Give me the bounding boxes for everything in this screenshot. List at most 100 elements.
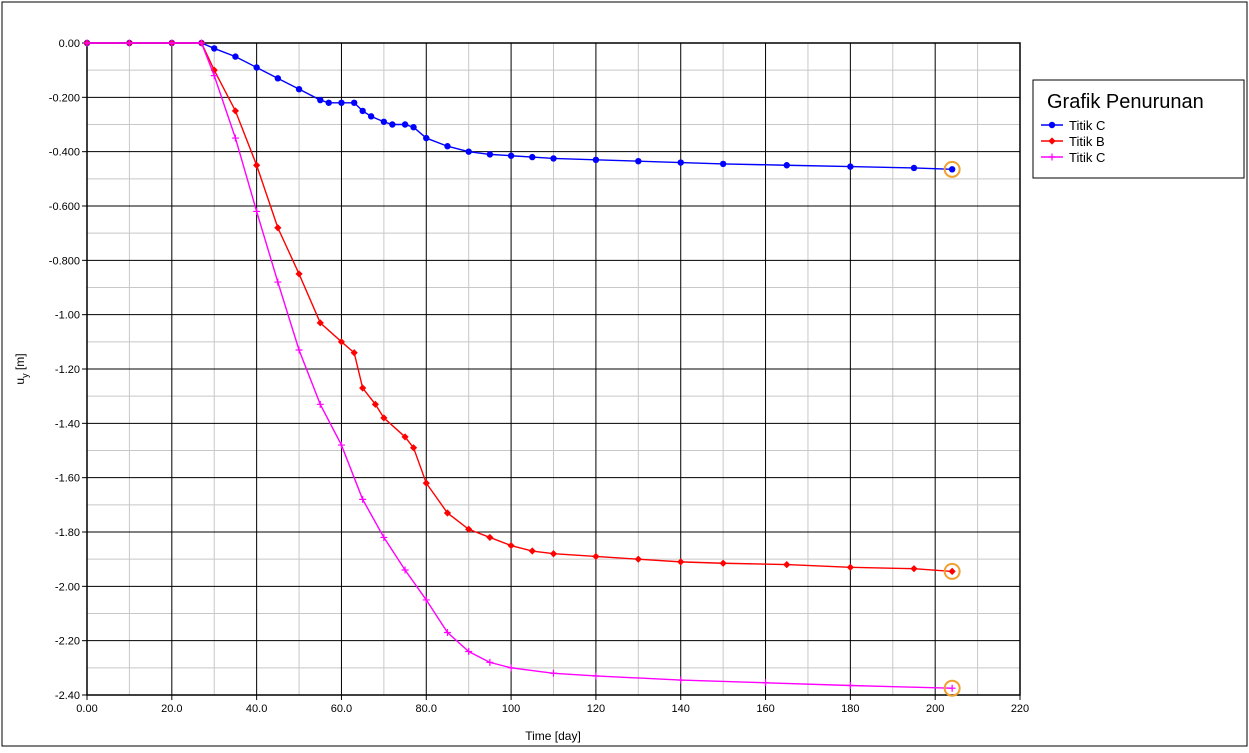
data-point — [443, 629, 451, 637]
data-point — [719, 559, 727, 567]
end-markers — [943, 160, 961, 697]
data-point — [507, 664, 515, 672]
data-point — [847, 163, 854, 170]
data-point — [211, 45, 218, 52]
data-point — [337, 441, 345, 449]
x-tick-label: 60.0 — [331, 703, 352, 715]
x-tick-label: 140 — [672, 703, 690, 715]
data-point — [465, 525, 473, 533]
data-point — [317, 96, 324, 104]
legend-box — [1032, 79, 1245, 179]
data-point — [550, 669, 557, 677]
data-point — [422, 596, 430, 604]
data-point — [337, 338, 346, 346]
data-point — [410, 124, 417, 131]
data-point — [783, 162, 790, 169]
data-point — [507, 152, 515, 159]
data-point — [444, 143, 451, 150]
data-point — [846, 681, 854, 689]
data-point — [549, 550, 558, 558]
data-point — [948, 166, 956, 173]
x-tick-label: 40.0 — [246, 703, 267, 715]
data-point — [443, 509, 452, 517]
data-point — [783, 561, 791, 569]
data-point — [507, 541, 515, 550]
y-tick-label: -2.00 — [55, 581, 80, 593]
y-axis-label: uy [m] — [13, 353, 30, 384]
x-tick-label: 0.00 — [76, 703, 97, 715]
y-axis-ticks: 0.00 -0.200 -0.400 -0.600 -0.800 -1.00 -1.20 -1… — [49, 38, 87, 702]
data-point — [316, 319, 324, 327]
end-marker-ring — [943, 562, 961, 580]
end-marker-ring — [943, 160, 961, 178]
legend-label: Titik C — [1069, 150, 1105, 165]
data-point — [486, 658, 494, 666]
data-point — [231, 134, 239, 142]
data-point — [350, 349, 358, 357]
legend-swatch-marker — [1048, 153, 1056, 161]
y-tick-label: -1.80 — [55, 527, 80, 539]
x-tick-label: 180 — [841, 703, 859, 715]
x-tick-label: 20.0 — [161, 703, 182, 715]
series-2 — [83, 39, 956, 575]
legend-swatch-marker — [1048, 137, 1056, 145]
data-point — [316, 400, 324, 408]
y-axis-label-sub: y — [20, 373, 30, 378]
data-point — [125, 39, 133, 47]
data-point — [592, 552, 600, 561]
data-point — [423, 134, 430, 142]
data-point — [253, 161, 261, 169]
data-point — [528, 547, 536, 555]
x-axis-ticks: 0.00 20.0 40.0 60.0 80.0 100 120 140 160 180 200 22… — [76, 695, 1029, 715]
legend-entry: Titik B — [1041, 134, 1105, 149]
legend-entry: Titik C — [1041, 118, 1105, 133]
legend-entry: Titik C — [1041, 150, 1105, 165]
x-tick-label: 160 — [756, 703, 774, 715]
series-line — [87, 42, 953, 573]
data-point — [274, 278, 282, 286]
data-point — [910, 164, 918, 172]
data-point — [295, 270, 303, 278]
data-point — [210, 72, 218, 80]
y-tick-label: -0.600 — [49, 201, 80, 213]
data-point — [371, 400, 379, 408]
legend-title: Grafik Penurunan — [1047, 91, 1204, 113]
data-point — [359, 384, 367, 392]
data-point — [910, 565, 918, 573]
data-point — [422, 479, 430, 487]
y-tick-label: -0.200 — [49, 92, 80, 104]
legend-swatch-marker — [1048, 121, 1056, 129]
data-point — [274, 224, 282, 232]
x-tick-label: 200 — [926, 703, 944, 715]
data-point — [465, 148, 472, 155]
data-point — [380, 118, 388, 125]
y-tick-label: -0.400 — [49, 147, 80, 159]
y-tick-label: -1.00 — [55, 310, 80, 322]
data-point — [401, 121, 409, 128]
data-point — [350, 99, 358, 106]
data-point — [409, 444, 418, 452]
data-point — [592, 672, 600, 680]
y-tick-label: -2.40 — [55, 690, 80, 702]
data-point — [486, 151, 494, 158]
data-point — [677, 676, 685, 684]
data-point — [253, 64, 260, 71]
x-axis-label: Time [day] — [525, 729, 581, 743]
data-point — [295, 85, 303, 93]
data-point — [295, 346, 303, 354]
data-point — [486, 533, 494, 542]
y-tick-label: 0.00 — [59, 38, 80, 50]
data-point — [401, 566, 409, 574]
end-marker-ring — [943, 679, 961, 697]
data-point — [274, 75, 282, 82]
data-point — [389, 121, 396, 128]
series-group — [83, 39, 956, 692]
y-tick-label: -2.20 — [55, 636, 80, 648]
data-point — [634, 555, 642, 563]
data-point — [367, 113, 375, 120]
x-tick-label: 220 — [1011, 703, 1029, 715]
x-tick-label: 80.0 — [416, 703, 437, 715]
data-point — [401, 433, 409, 441]
